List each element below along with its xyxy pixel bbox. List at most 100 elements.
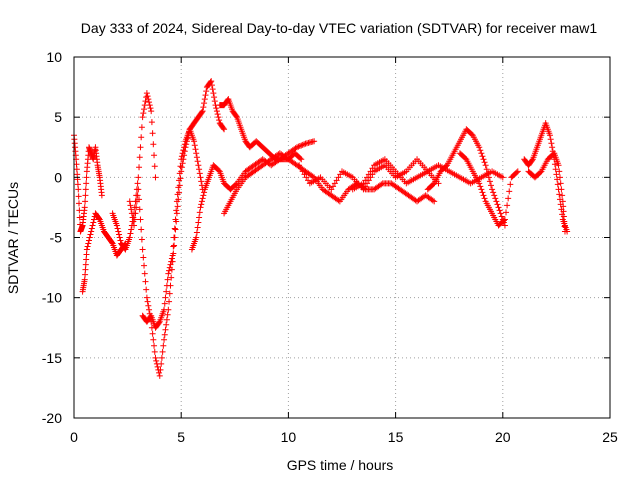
series-satellite-track-2: [79, 210, 129, 295]
data-point: [305, 177, 312, 184]
data-point: [151, 348, 158, 355]
data-point: [145, 96, 152, 103]
data-point: [98, 192, 105, 199]
data-point: [529, 157, 536, 164]
data-point: [132, 210, 139, 217]
data-point: [163, 316, 170, 323]
data-point: [165, 270, 172, 277]
data-point: [514, 168, 521, 175]
data-point: [301, 141, 308, 148]
data-point: [194, 224, 201, 231]
data-point: [82, 266, 89, 273]
data-point: [161, 306, 168, 313]
data-point: [180, 147, 187, 154]
data-point: [299, 168, 306, 175]
data-point: [196, 214, 203, 221]
data-point: [337, 171, 344, 178]
series-satellite-track-7: [216, 96, 305, 163]
data-point: [76, 200, 83, 207]
data-point: [127, 202, 134, 209]
data-point: [81, 276, 88, 283]
ticks-layer: 0 5 10 15 20 25 -20 -15 -10 -5 0 5 10: [42, 49, 618, 445]
data-point: [198, 198, 205, 205]
data-point: [137, 144, 144, 151]
data-point: [171, 242, 178, 249]
points-layer: [71, 78, 571, 379]
data-point: [135, 186, 142, 193]
data-point: [177, 163, 184, 170]
data-point: [195, 162, 202, 169]
data-point: [87, 231, 94, 238]
data-point: [86, 237, 93, 244]
data-point: [462, 155, 469, 162]
data-point: [201, 189, 208, 196]
data-point: [200, 104, 207, 111]
data-point: [504, 202, 511, 209]
data-point: [513, 169, 520, 176]
data-point: [138, 134, 145, 141]
data-point: [233, 113, 240, 120]
data-point: [214, 111, 221, 118]
data-point: [556, 174, 563, 181]
data-point: [168, 255, 175, 262]
data-point: [148, 119, 155, 126]
data-point: [145, 302, 152, 309]
data-point: [211, 94, 218, 101]
data-point: [209, 86, 216, 93]
data-point: [556, 168, 563, 175]
data-point: [162, 294, 169, 301]
data-point: [211, 98, 218, 105]
data-point: [468, 131, 475, 138]
data-point: [490, 189, 497, 196]
data-point: [154, 363, 161, 370]
data-point: [136, 206, 143, 213]
data-point: [135, 174, 142, 181]
data-point: [201, 96, 208, 103]
data-point: [140, 254, 147, 261]
data-point: [560, 208, 567, 215]
data-point: [489, 186, 496, 193]
data-point: [82, 198, 89, 205]
data-point: [152, 174, 159, 181]
data-point: [171, 234, 178, 241]
data-point: [156, 372, 163, 379]
data-point: [553, 171, 560, 178]
series-satellite-track-5: [139, 78, 228, 331]
data-point: [85, 240, 92, 247]
data-point: [131, 216, 138, 223]
data-point: [297, 165, 304, 172]
series-satellite-track-14: [525, 150, 568, 235]
data-point: [148, 108, 155, 115]
data-point: [491, 192, 498, 199]
data-point: [146, 102, 153, 109]
x-tick-label: 25: [602, 429, 618, 445]
data-point: [178, 156, 185, 163]
data-point: [301, 171, 308, 178]
data-point: [138, 124, 145, 131]
data-point: [560, 203, 567, 210]
data-point: [75, 186, 82, 193]
data-point: [162, 326, 169, 333]
data-point: [88, 225, 95, 232]
data-point: [537, 169, 544, 176]
y-tick-label: -10: [42, 290, 62, 306]
data-point: [176, 177, 183, 184]
data-point: [173, 207, 180, 214]
data-point: [174, 191, 181, 198]
data-point: [151, 163, 158, 170]
data-point: [330, 183, 337, 190]
data-point: [179, 160, 186, 167]
data-point: [501, 222, 508, 229]
data-point: [488, 182, 495, 189]
data-point: [140, 110, 147, 117]
data-point: [149, 330, 156, 337]
data-point: [476, 144, 483, 151]
data-point: [171, 225, 178, 232]
data-point: [161, 300, 168, 307]
data-point: [157, 366, 164, 373]
x-tick-label: 5: [177, 429, 185, 445]
data-point: [89, 222, 96, 229]
data-point: [558, 186, 565, 193]
